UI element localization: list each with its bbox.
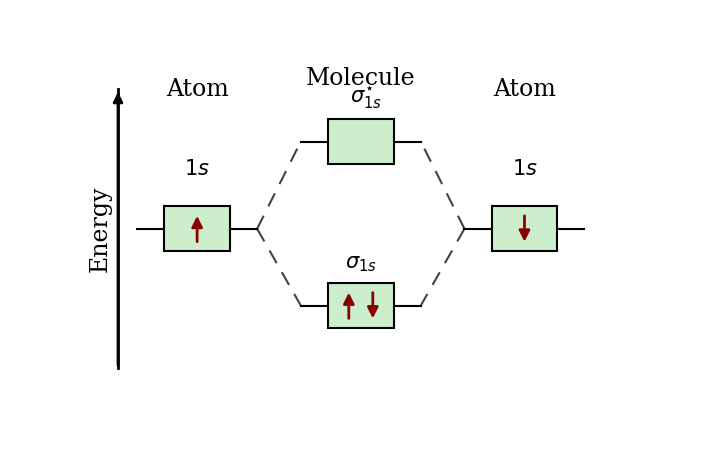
Text: Molecule: Molecule bbox=[306, 67, 415, 90]
Bar bbox=[328, 119, 394, 164]
Text: Energy: Energy bbox=[89, 186, 111, 272]
Text: $1s$: $1s$ bbox=[512, 159, 537, 179]
Bar bbox=[165, 206, 230, 251]
Text: $1s$: $1s$ bbox=[184, 159, 210, 179]
Text: $\sigma_{1s}$: $\sigma_{1s}$ bbox=[345, 254, 377, 274]
Bar bbox=[491, 206, 558, 251]
Text: $\sigma_{1s}^{\star}$: $\sigma_{1s}^{\star}$ bbox=[351, 85, 382, 111]
Text: Atom: Atom bbox=[165, 78, 229, 101]
Text: Atom: Atom bbox=[493, 78, 556, 101]
Bar bbox=[328, 283, 394, 328]
